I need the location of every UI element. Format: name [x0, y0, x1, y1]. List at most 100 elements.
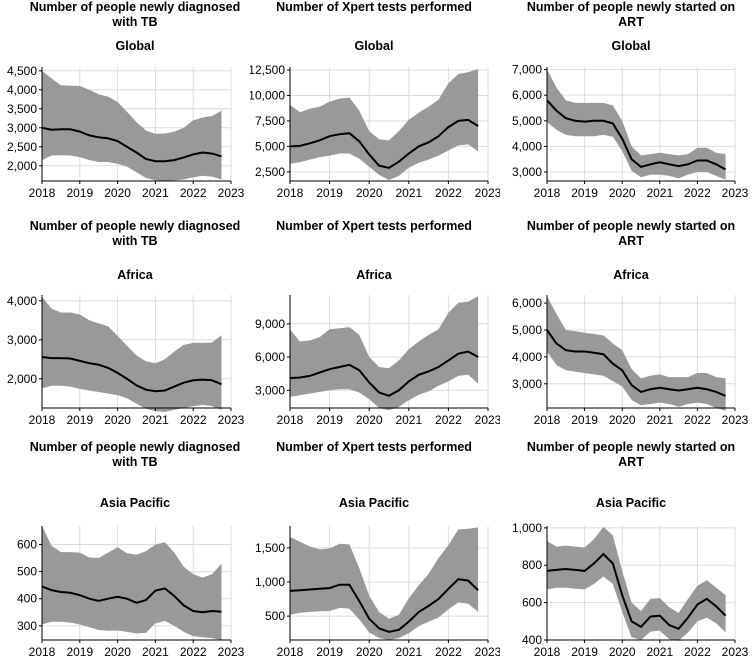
panel-title: Number of people newly diagnosed with TB: [29, 219, 241, 248]
x-tick-label: 2019: [316, 413, 343, 427]
y-tick-label: 7,000: [512, 63, 542, 77]
x-tick-label: 2018: [29, 645, 56, 657]
x-tick-label: 2020: [609, 186, 636, 200]
uncertainty-band: [42, 526, 222, 640]
y-tick-label: 12,500: [250, 63, 285, 77]
y-tick-label: 4,000: [7, 294, 37, 308]
x-tick-label: 2021: [395, 413, 422, 427]
estimate-line: [41, 126, 222, 163]
x-tick-label: 2020: [609, 413, 636, 427]
y-tick-label: 5,000: [512, 323, 542, 337]
y-tick-label: 1,000: [512, 521, 542, 535]
y-tick-label: 3,000: [7, 121, 37, 135]
panel-title: Number of Xpert tests performed: [276, 219, 472, 233]
estimate-line: [289, 350, 479, 397]
y-tick-label: 3,000: [512, 165, 542, 179]
y-tick-label: 800: [522, 558, 542, 572]
y-tick-label: 2,500: [255, 165, 285, 179]
y-tick-label: 3,000: [512, 377, 542, 391]
x-tick-label: 2023: [218, 645, 245, 657]
y-tick-label: 7,500: [255, 114, 285, 128]
x-tick-label: 2022: [435, 413, 462, 427]
panel-title: Number of Xpert tests performed: [276, 0, 472, 14]
x-tick-label: 2023: [218, 186, 245, 200]
x-tick-label: 2020: [356, 645, 383, 657]
plot-svg: 3,000 4,000 5,000 6,000 7,000 2018 2019 2020 202…: [512, 63, 749, 200]
y-tick-label: 4,500: [7, 64, 37, 78]
uncertainty-band: [290, 296, 479, 411]
x-tick-label: 2018: [277, 186, 304, 200]
panel-subtitle: Global: [611, 39, 651, 53]
panel-title: Number of people newly started on ART: [526, 0, 736, 29]
x-tick-label: 2019: [571, 645, 598, 657]
panel-global-xpert: Number of Xpert tests performed Global 2…: [250, 0, 500, 219]
x-tick-label: 2021: [142, 186, 169, 200]
y-tick-label: 4,000: [7, 83, 37, 97]
y-tick-label: 2,000: [7, 372, 37, 386]
plot-svg: 300 400 500 600 2018 2019 2020 2021 2022 2023: [17, 526, 245, 657]
panel-africa-diagnosed: Number of people newly diagnosed with TB…: [0, 219, 250, 438]
panel-subtitle: Africa: [356, 268, 392, 282]
estimate-line: [546, 552, 727, 630]
x-tick-label: 2018: [534, 186, 561, 200]
x-tick-label: 2021: [646, 413, 673, 427]
y-tick-label: 6,000: [512, 88, 542, 102]
estimate-line: [41, 585, 222, 614]
y-tick-label: 6,000: [255, 350, 285, 364]
x-tick-label: 2019: [571, 413, 598, 427]
panel-title: Number of people newly started on ART: [526, 219, 736, 248]
panel-subtitle: Africa: [117, 268, 153, 282]
y-tick-label: 600: [17, 537, 37, 551]
x-tick-label: 2018: [534, 645, 561, 657]
x-tick-label: 2019: [66, 186, 93, 200]
x-tick-label: 2019: [66, 413, 93, 427]
panel-title: Number of Xpert tests performed: [276, 440, 472, 454]
panel-asia-art: Number of people newly started on ART As…: [500, 438, 753, 657]
y-tick-label: 500: [265, 609, 285, 623]
x-tick-label: 2020: [356, 413, 383, 427]
x-tick-label: 2022: [180, 186, 207, 200]
panel-global-diagnosed: Number of people newly diagnosed with TB…: [0, 0, 250, 219]
x-tick-label: 2019: [316, 645, 343, 657]
x-tick-label: 2019: [316, 186, 343, 200]
x-tick-label: 2020: [104, 645, 131, 657]
panel-title: Number of people newly diagnosed with TB: [29, 0, 241, 29]
estimate-line: [41, 356, 222, 393]
x-tick-label: 2023: [722, 186, 749, 200]
x-tick-label: 2022: [435, 186, 462, 200]
uncertainty-band: [42, 296, 222, 412]
y-tick-label: 3,000: [255, 383, 285, 397]
x-tick-label: 2023: [475, 645, 500, 657]
x-tick-label: 2020: [356, 186, 383, 200]
x-tick-label: 2023: [722, 413, 749, 427]
plot-svg: 3,000 6,000 9,000 2018 2019 2020 2021 2022 2023: [255, 295, 500, 427]
plot-svg: 2,500 5,000 7,500 10,000 12,500 2018 2019 2020 2…: [250, 63, 500, 200]
x-tick-label: 2018: [29, 413, 56, 427]
x-tick-label: 2020: [104, 413, 131, 427]
panel-subtitle: Global: [354, 39, 394, 53]
estimate-line: [546, 329, 726, 397]
x-tick-label: 2022: [180, 645, 207, 657]
y-tick-label: 3,500: [7, 102, 37, 116]
y-tick-label: 9,000: [255, 317, 285, 331]
x-tick-label: 2022: [684, 645, 711, 657]
y-tick-label: 400: [522, 633, 542, 647]
x-tick-label: 2018: [277, 413, 304, 427]
y-tick-label: 300: [17, 619, 37, 633]
plot-svg: 500 1,000 1,500 2018 2019 2020 2021 2022 2023: [255, 526, 500, 657]
panel-africa-xpert: Number of Xpert tests performed Africa 3…: [250, 219, 500, 438]
x-tick-label: 2022: [684, 413, 711, 427]
x-tick-label: 2023: [475, 186, 500, 200]
uncertainty-band: [290, 69, 479, 180]
x-tick-label: 2021: [646, 186, 673, 200]
y-tick-label: 500: [17, 565, 37, 579]
x-tick-label: 2018: [29, 186, 56, 200]
y-tick-label: 2,500: [7, 140, 37, 154]
x-tick-label: 2022: [435, 645, 462, 657]
y-tick-label: 4,000: [512, 139, 542, 153]
y-tick-label: 2,000: [7, 159, 37, 173]
x-tick-label: 2023: [722, 645, 749, 657]
x-tick-label: 2020: [609, 645, 636, 657]
uncertainty-band: [547, 296, 726, 411]
panel-subtitle: Africa: [613, 268, 649, 282]
